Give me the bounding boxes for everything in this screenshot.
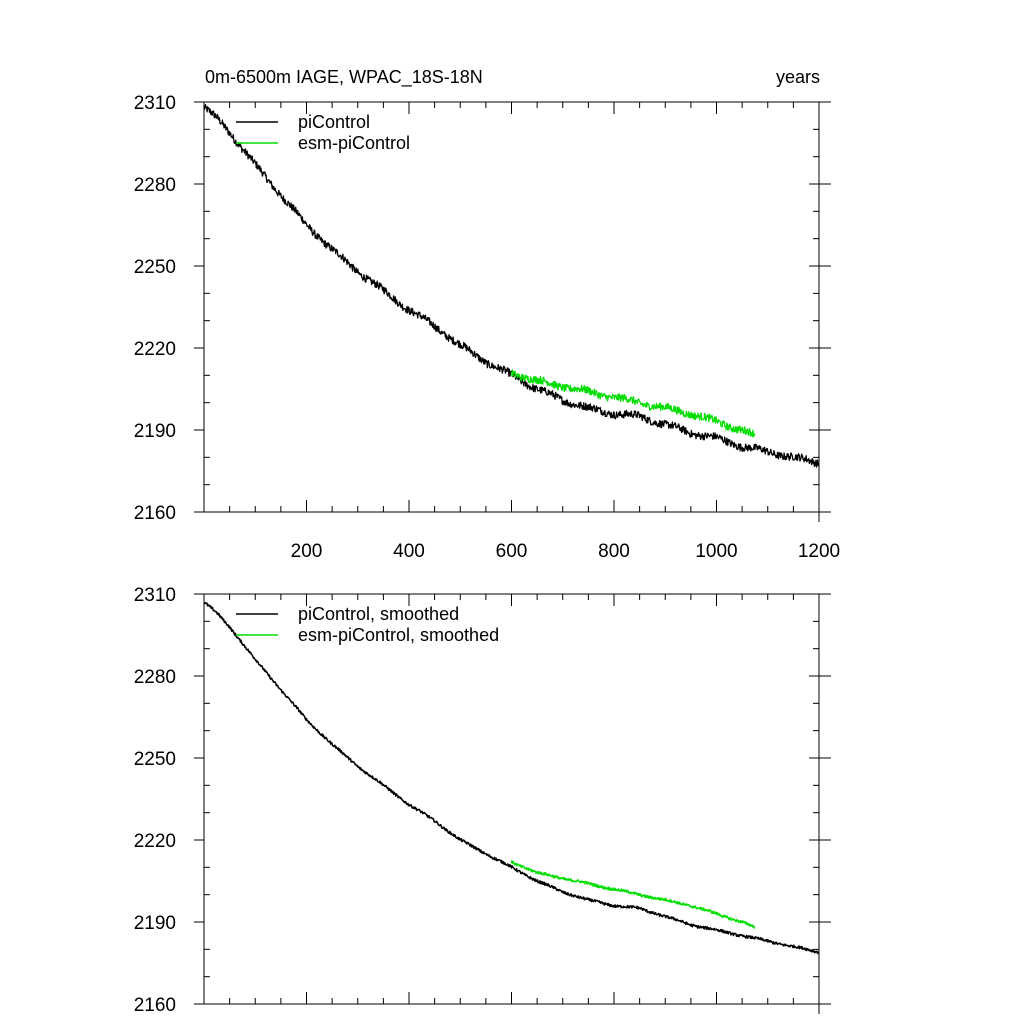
x-tick-label: 1000 (695, 541, 737, 562)
figure-title: 0m-6500m IAGE, WPAC_18S-18N (205, 67, 483, 88)
legend-label: piControl (298, 112, 370, 132)
y-tick-label: 2160 (134, 503, 176, 524)
y-tick-label: 2190 (134, 421, 176, 442)
x-tick-label: 200 (291, 541, 323, 562)
chart-panels: 2160 2190 2220 2250 2280 2310 200 400 600 800 1000… (134, 93, 840, 1016)
series-line-picontrol (203, 103, 820, 468)
x-tick-label: 600 (496, 541, 528, 562)
y-tick-label: 2280 (134, 667, 176, 688)
y-tick-label: 2250 (134, 257, 176, 278)
panel-1: 2160 2190 2220 2250 2280 2310 200 400 600 800 1000… (134, 93, 840, 562)
x-tick-label: 800 (598, 541, 630, 562)
y-tick-label: 2190 (134, 913, 176, 934)
y-tick-label: 2160 (134, 995, 176, 1016)
series-line-esm-picontrol-smoothed (510, 860, 756, 929)
y-tick-label: 2220 (134, 831, 176, 852)
x-tick-label: 1200 (798, 541, 840, 562)
y-tick-label: 2280 (134, 175, 176, 196)
figure-x-unit-label: years (776, 67, 820, 87)
y-tick-label: 2250 (134, 749, 176, 770)
legend-label: esm-piControl, smoothed (298, 625, 499, 645)
series-line-picontrol-smoothed (203, 602, 820, 955)
x-tick-label: 400 (393, 541, 425, 562)
y-tick-label: 2310 (134, 93, 176, 114)
plot-frame (203, 101, 820, 513)
y-tick-label: 2310 (134, 585, 176, 606)
series-line-esm-picontrol (510, 369, 756, 438)
plot-frame (203, 593, 820, 1005)
y-tick-label: 2220 (134, 339, 176, 360)
legend-label: esm-piControl (298, 133, 410, 153)
legend-label: piControl, smoothed (298, 604, 459, 624)
panel-2: 2160 2190 2220 2250 2280 2310 piControl, smoot… (134, 585, 831, 1016)
